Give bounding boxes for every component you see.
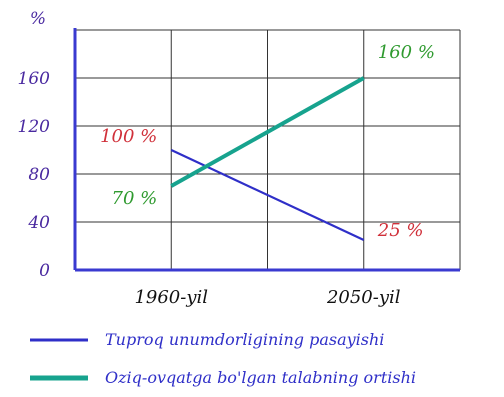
y-tick-label: 160 — [18, 69, 51, 89]
y-tick-label: 0 — [39, 261, 50, 281]
y-tick-label: 120 — [18, 117, 51, 137]
x-tick-label: 1960-yil — [134, 287, 208, 308]
y-axis-label: % — [30, 9, 46, 29]
legend-label: Oziq-ovqatga bo'lgan talabning ortishi — [105, 368, 416, 387]
data-label: 25 % — [377, 220, 424, 241]
data-label: 160 % — [378, 42, 435, 63]
data-label: 70 % — [112, 188, 158, 209]
series-line-1 — [170, 149, 365, 241]
series-line-2 — [170, 76, 365, 188]
x-tick-label: 2050-yil — [326, 287, 401, 308]
y-tick-label: 40 — [27, 213, 50, 233]
legend-label: Tuproq unumdorligining pasayishi — [105, 330, 384, 349]
y-tick-label: 80 — [28, 165, 50, 185]
data-label: 100 % — [100, 126, 157, 147]
